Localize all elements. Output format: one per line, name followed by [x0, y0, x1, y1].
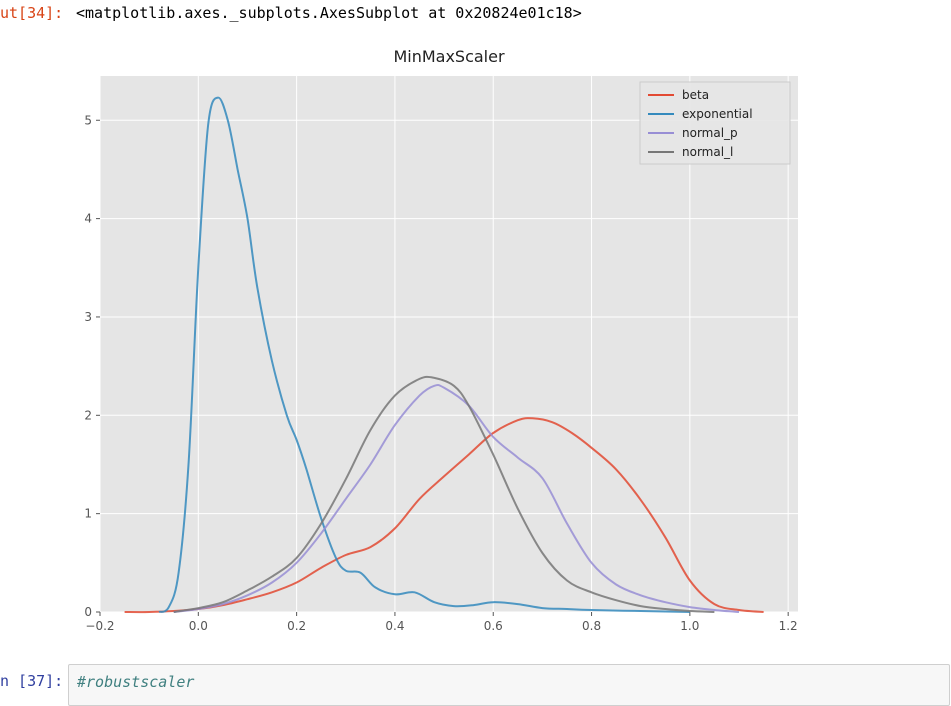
chart-svg: −0.2 0.0 0.2 0.4 0.6 0.8 1.0 1.2 0 1 2 3 4 5 MinMaxSca… — [84, 47, 798, 633]
y-tick-label-2: 2 — [84, 408, 92, 422]
y-tick-label-1: 1 — [84, 507, 92, 521]
input-prompt: n [37]: — [0, 672, 64, 690]
code-editor[interactable]: #robustscaler — [68, 664, 950, 706]
input-cell: n [37]: #robustscaler — [0, 660, 951, 706]
chart-title: MinMaxScaler — [393, 47, 505, 66]
plot-area — [100, 76, 798, 612]
legend-label-normal_l: normal_l — [682, 145, 733, 159]
x-tick-label-7: 1.2 — [779, 619, 798, 633]
series-line-normal_p — [173, 383, 740, 613]
code-comment[interactable]: #robustscaler — [77, 673, 195, 691]
series-line-exponential — [158, 96, 690, 613]
output-prompt: ut[34]: — [0, 4, 64, 22]
x-tick-label-4: 0.6 — [484, 619, 503, 633]
series-line-beta — [124, 417, 764, 614]
x-tick-label-6: 1.0 — [680, 619, 699, 633]
output-repr-text: <matplotlib.axes._subplots.AxesSubplot a… — [76, 4, 582, 22]
plot-figure: −0.2 0.0 0.2 0.4 0.6 0.8 1.0 1.2 0 1 2 3 4 5 MinMaxSca… — [0, 36, 951, 661]
series-line-normal_l — [173, 375, 715, 613]
legend-label-exponential: exponential — [682, 107, 753, 121]
legend-box — [639, 81, 791, 165]
output-cell-header: ut[34]: <matplotlib.axes._subplots.AxesS… — [0, 0, 951, 30]
x-tick-label-0: −0.2 — [85, 619, 114, 633]
legend-label-normal_p: normal_p — [682, 126, 738, 140]
y-tick-label-4: 4 — [84, 212, 92, 226]
x-tick-label-5: 0.8 — [582, 619, 601, 633]
y-tick-label-0: 0 — [84, 605, 92, 619]
y-tick-label-5: 5 — [84, 113, 92, 127]
x-tick-label-1: 0.0 — [189, 619, 208, 633]
x-tick-label-3: 0.4 — [385, 619, 404, 633]
legend-label-beta: beta — [682, 88, 709, 102]
x-tick-label-2: 0.2 — [287, 619, 306, 633]
y-tick-label-3: 3 — [84, 310, 92, 324]
